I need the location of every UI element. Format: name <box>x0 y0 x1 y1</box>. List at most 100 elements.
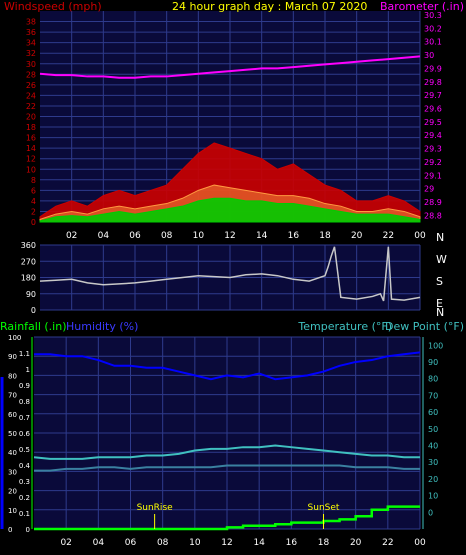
barometer-tick-label: 30.2 <box>424 24 442 33</box>
direction-tick-label: 90 <box>26 290 36 299</box>
compass-label: W <box>436 253 447 266</box>
rainfall-series <box>34 505 420 531</box>
sunset-label: SunSet <box>308 503 340 513</box>
rainfall-tick-label: 0.5 <box>19 446 30 454</box>
windspeed-tick-label: 16 <box>26 134 36 143</box>
windspeed-tick-label: 2 <box>31 207 36 216</box>
barometer-series <box>39 55 421 79</box>
rain-x-tick-label: 00 <box>414 538 426 548</box>
humidity-tick-label: 0 <box>8 526 12 534</box>
barometer-tick-label: 29.2 <box>424 158 442 167</box>
humidity-series <box>34 351 421 381</box>
wind-x-tick-label: 18 <box>319 231 331 241</box>
chart-title: 24 hour graph day : March 07 2020 <box>172 0 367 13</box>
barometer-tick-label: 29.5 <box>424 118 442 127</box>
wind-x-tick-label: 22 <box>383 231 394 241</box>
temperature-tick-label: 50 <box>428 425 438 434</box>
rain-x-tick-label: 06 <box>125 538 137 548</box>
windspeed-tick-label: 0 <box>31 218 36 227</box>
rainfall-tick-label: 0.3 <box>19 478 30 486</box>
temperature-axis-label: Temperature (°F) <box>297 320 392 333</box>
windspeed-tick-label: 30 <box>26 60 36 69</box>
direction-tick-label: 270 <box>21 257 36 266</box>
wind-x-tick-label: 02 <box>66 231 77 241</box>
barometer-tick-label: 29.4 <box>424 131 442 140</box>
humidity-tick-label: 90 <box>8 353 17 361</box>
rain-x-tick-label: 16 <box>286 538 298 548</box>
humidity-tick-label: 50 <box>8 430 17 438</box>
wind-x-tick-label: 04 <box>98 231 110 241</box>
humidity-tick-label: 20 <box>8 488 17 496</box>
rainfall-tick-label: 1 <box>26 366 30 374</box>
temperature-tick-label: 90 <box>428 358 438 367</box>
barometer-tick-label: 29.9 <box>424 64 442 73</box>
rainfall-tick-label: 0.7 <box>19 414 30 422</box>
wind-x-tick-label: 12 <box>224 231 235 241</box>
rainfall-tick-label: 0.9 <box>19 382 30 390</box>
windspeed-tick-label: 20 <box>26 113 36 122</box>
barometer-tick-label: 29.1 <box>424 171 442 180</box>
rain-x-tick-label: 04 <box>93 538 105 548</box>
windspeed-tick-label: 26 <box>26 81 36 90</box>
tick-labels: 0202040406060808101012121414161618182020… <box>8 11 447 548</box>
wind-x-tick-label: 16 <box>288 231 300 241</box>
wind-x-tick-label: 08 <box>161 231 173 241</box>
rainfall-tick-label: 0.1 <box>19 510 30 518</box>
compass-label: E <box>436 297 443 310</box>
rain-x-tick-label: 08 <box>157 538 169 548</box>
wind-x-tick-label: 14 <box>256 231 268 241</box>
rainfall-tick-label: 1.1 <box>19 350 30 358</box>
direction-tick-label: 0 <box>31 306 36 315</box>
barometer-tick-label: 28.8 <box>424 211 442 220</box>
windspeed-tick-label: 10 <box>26 165 36 174</box>
barometer-tick-label: 29 <box>424 185 434 194</box>
wind-x-tick-label: 00 <box>414 231 426 241</box>
dewpoint-series <box>34 464 420 472</box>
wind-direction-series <box>39 246 421 302</box>
windspeed-tick-label: 12 <box>26 155 36 164</box>
rain-x-tick-label: 12 <box>221 538 232 548</box>
humidity-tick-label: 60 <box>8 411 17 419</box>
windspeed-series <box>39 142 421 223</box>
temperature-tick-label: 10 <box>428 492 438 501</box>
temperature-tick-label: 100 <box>428 341 443 350</box>
rain-x-tick-label: 10 <box>189 538 201 548</box>
rainfall-axis-label: Rainfall (.in) <box>0 320 67 333</box>
rain-x-tick-label: 02 <box>60 538 71 548</box>
temperature-series <box>33 444 420 460</box>
barometer-tick-label: 30 <box>424 51 434 60</box>
rainfall-tick-label: 0 <box>26 526 30 534</box>
windspeed-tick-label: 32 <box>26 49 36 58</box>
humidity-tick-label: 70 <box>8 392 17 400</box>
windspeed-low-series <box>39 197 421 223</box>
windspeed-tick-label: 28 <box>26 70 36 79</box>
humidity-axis-label: Humidity (%) <box>66 320 138 333</box>
temperature-tick-label: 30 <box>428 458 438 467</box>
windspeed-tick-label: 36 <box>26 28 36 37</box>
temperature-tick-label: 80 <box>428 375 438 384</box>
barometer-tick-label: 29.3 <box>424 145 442 154</box>
temperature-tick-label: 40 <box>428 442 438 451</box>
barometer-tick-label: 28.9 <box>424 198 442 207</box>
rain-x-tick-label: 20 <box>350 538 362 548</box>
temperature-tick-label: 0 <box>428 508 433 517</box>
rainfall-tick-label: 0.2 <box>19 494 30 502</box>
compass-label: N <box>436 306 444 319</box>
rain-x-tick-label: 14 <box>253 538 265 548</box>
rain-x-tick-label: 22 <box>382 538 393 548</box>
humidity-tick-label: 40 <box>8 449 17 457</box>
barometer-tick-label: 30.1 <box>424 38 442 47</box>
windspeed-tick-label: 14 <box>26 144 36 153</box>
windspeed-tick-label: 8 <box>31 176 36 185</box>
windspeed-tick-label: 34 <box>26 39 36 48</box>
temperature-tick-label: 70 <box>428 391 438 400</box>
barometer-tick-label: 29.6 <box>424 104 442 113</box>
temperature-tick-label: 60 <box>428 408 438 417</box>
rainfall-tick-label: 0.8 <box>19 398 30 406</box>
humidity-tick-label: 10 <box>8 507 17 515</box>
direction-tick-label: 360 <box>21 241 36 250</box>
wind-x-tick-label: 20 <box>351 231 363 241</box>
barometer-tick-label: 29.8 <box>424 78 442 87</box>
wind-x-tick-label: 06 <box>129 231 141 241</box>
